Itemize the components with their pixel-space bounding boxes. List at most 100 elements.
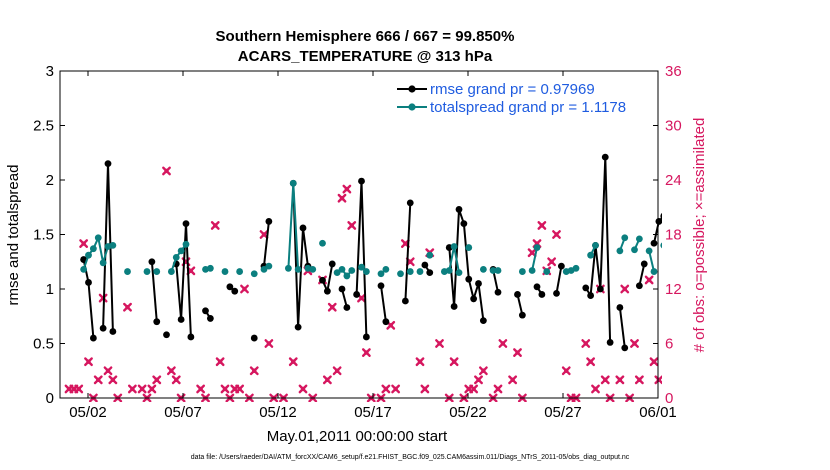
obs-assimilated-core: [213, 223, 218, 228]
rmse-point: [328, 260, 336, 268]
rmse-point: [148, 258, 156, 266]
obs-assimilated-core: [174, 377, 179, 383]
spread-point: [265, 262, 273, 270]
rmse-line: [150, 261, 158, 322]
spread-point: [572, 264, 580, 272]
rmse-point: [406, 199, 414, 207]
spread-point: [319, 239, 326, 247]
obs-assimilated-core: [71, 386, 77, 392]
spread-point: [260, 265, 268, 273]
legend-box: [391, 76, 656, 118]
spread-point: [645, 247, 653, 255]
rmse-point: [557, 262, 565, 270]
obs-assimilated-core: [334, 368, 340, 373]
rmse-point: [601, 153, 609, 161]
rmse-point: [465, 275, 473, 283]
rmse-point: [582, 284, 590, 292]
rmse-point: [450, 303, 458, 310]
rmse-point: [343, 304, 351, 311]
spread-point: [333, 269, 341, 277]
spread-point: [635, 235, 643, 243]
footer-data-file: data file: /Users/raeder/DAI/ATM_forcXX/…: [191, 454, 630, 461]
rmse-point: [358, 177, 365, 185]
rmse-point: [533, 283, 541, 291]
x-tick-label: 05/07: [164, 404, 202, 421]
spread-point: [206, 264, 214, 272]
rmse-point: [109, 328, 117, 335]
rmse-point: [655, 218, 662, 225]
obs-assimilated-core: [403, 241, 408, 246]
rmse-line: [292, 183, 309, 328]
rmse-point: [85, 279, 92, 286]
spread-line: [648, 250, 655, 272]
obs-assimilated-core: [242, 286, 247, 292]
rmse-point: [231, 287, 239, 295]
spread-point: [177, 247, 185, 255]
rmse-line: [555, 265, 563, 294]
rmse-point: [177, 316, 185, 323]
obs-assimilated-core: [476, 377, 481, 383]
rmse-point: [80, 256, 88, 263]
rmse-point: [104, 160, 112, 168]
spread-point: [94, 234, 102, 242]
obs-assimilated-core: [154, 377, 159, 383]
obs-assimilated-core: [495, 386, 501, 392]
rmse-point: [206, 315, 214, 322]
obs-assimilated-core: [96, 377, 101, 383]
obs-assimilated-core: [349, 223, 354, 228]
legend-spread-label: totalspread grand pr = 1.1178: [430, 99, 626, 116]
rmse-point: [421, 261, 429, 269]
obs-assimilated-core: [364, 350, 369, 355]
spread-point: [445, 267, 453, 274]
rmse-point: [250, 334, 258, 342]
rmse-line: [380, 285, 387, 322]
spread-point: [89, 245, 97, 253]
obs-assimilated-core: [237, 386, 242, 392]
obs-assimilated-core: [593, 386, 598, 392]
rmse-point: [660, 213, 662, 219]
rmse-point: [362, 333, 370, 341]
spread-line: [531, 247, 538, 271]
y-tick-label: 3: [46, 63, 54, 80]
spread-point: [167, 268, 175, 275]
rmse-point: [616, 304, 624, 311]
obs-assimilated-core: [617, 377, 623, 383]
obs-assimilated-core: [500, 341, 506, 346]
rmse-point: [401, 297, 409, 305]
obs-assimilated-core: [554, 232, 559, 237]
y-axis-label: rmse and totalspread: [5, 165, 22, 306]
rmse-point: [470, 295, 478, 303]
spread-point: [631, 246, 638, 254]
obs-assimilated-core: [651, 359, 657, 364]
spread-point: [397, 270, 404, 278]
plot-area: [64, 153, 662, 402]
x-tick-label: 05/12: [259, 404, 297, 421]
rmse-point: [635, 282, 643, 290]
obs-assimilated-core: [86, 359, 91, 364]
spread-point: [358, 263, 365, 271]
rmse-point: [182, 220, 190, 228]
data-marks: [64, 153, 662, 402]
rmse-point: [353, 291, 361, 298]
obs-assimilated-core: [646, 277, 652, 283]
rmse-point: [377, 282, 385, 290]
y-right-tick-label: 0: [665, 390, 673, 407]
obs-assimilated-core: [481, 368, 486, 373]
rmse-line: [263, 221, 270, 267]
obs-assimilated-core: [344, 186, 350, 192]
obs-assimilated-core: [105, 368, 111, 373]
spread-point: [338, 265, 346, 273]
rmse-point: [338, 285, 346, 293]
obs-assimilated-core: [198, 386, 203, 392]
obs-assimilated-core: [588, 359, 593, 364]
y-right-tick-label: 30: [665, 118, 682, 135]
obs-assimilated-core: [169, 368, 174, 373]
obs-assimilated-core: [222, 386, 228, 392]
obs-assimilated-core: [529, 250, 535, 255]
y-tick-label: 2.5: [33, 118, 54, 135]
spread-point: [587, 251, 595, 259]
rmse-point: [265, 218, 273, 225]
spread-point: [309, 265, 317, 273]
spread-point: [528, 267, 536, 274]
